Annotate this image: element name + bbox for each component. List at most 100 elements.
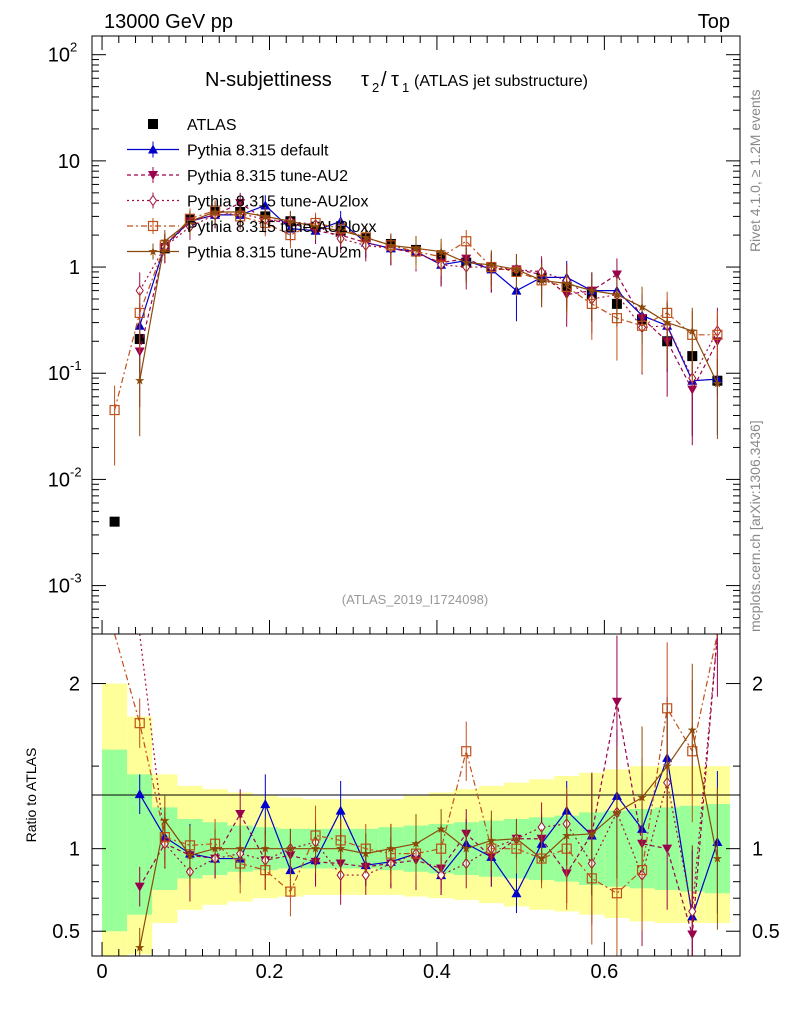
au2m-ratio-point: ★ [461,842,472,856]
main-y-tick-label: 10 [58,151,80,173]
ratio-y-tick-label: 1 [69,839,80,861]
title-tau2: τ [361,69,369,91]
legend: ATLAS Pythia 8.315 default Pythia 8.315 tu… [127,117,376,262]
default-ratio-point [335,805,346,815]
au2m-point: ★ [335,224,346,238]
default-point [260,200,271,210]
au2loxx-point [134,307,145,319]
ratio-axes: 0.5 0.5 1 1 2 2 0 0.2 0.4 0.6 [52,36,780,983]
au2m-point: ★ [310,220,321,234]
au2m-point: ★ [185,214,196,228]
au2m-point: ★ [235,205,246,219]
au2lox-ratio-point [688,905,697,918]
legend-item-au2m: ★ Pythia 8.315 tune-AU2m [127,243,361,262]
au2m-ratio-point: ★ [637,790,648,804]
au2m-ratio-point: ★ [612,805,623,819]
au2m-point: ★ [712,377,723,391]
au2m-ratio-point: ★ [486,833,497,847]
au2m-ratio-point: ★ [687,723,698,737]
au2m-point: ★ [536,273,547,287]
main-y-tick-label: 10 [48,576,70,598]
legend-label: Pythia 8.315 tune-AU2m [187,245,361,262]
au2m-ratio-point: ★ [260,842,271,856]
legend-marker-atlas [148,119,158,129]
legend-item-au2lox: Pythia 8.315 tune-AU2lox [127,192,368,211]
ratio-y-tick-label: 0.5 [52,921,80,943]
plot-title: N-subjettiness τ 2 / τ 1 (ATLAS jet subs… [205,69,588,95]
au2m-point: ★ [486,258,497,272]
au2lox-line [139,212,718,380]
au2loxx-ratio-point [285,886,296,897]
au2loxx-point [712,329,723,340]
au2m-ratio-point: ★ [586,827,597,841]
ratio-series-au2m: ★ ★ ★ ★ ★ ★ ★ ★ ★ ★ ★ ★ ★ ★ ★ ★ ★ ★ ★ ★ ★ ★ ★ ★ [134,663,723,956]
au2m-ratio-line [139,728,718,948]
au2-point [611,270,622,280]
header-left: 13000 GeV pp [104,11,233,33]
default-ratio-point [260,799,271,809]
au2m-ratio-point: ★ [662,759,673,773]
title-slash: / [381,69,387,91]
atlas-point [109,516,120,527]
au2loxx-ratio-point [611,888,623,899]
legend-label: Pythia 8.315 tune-AU2lox [187,194,368,211]
legend-label: Pythia 8.315 default [187,143,329,160]
legend-marker-au2m: ★ [148,245,159,259]
au2m-point: ★ [461,256,472,270]
au2m-point: ★ [134,374,145,388]
main-y-tick-exponent: -1 [70,358,82,373]
main-y-tick-exponent: -2 [70,464,82,479]
au2m-point: ★ [411,241,422,255]
ratio-plot-frame [91,633,741,957]
au2m-ratio-point: ★ [235,842,246,856]
au2m-point: ★ [586,284,597,298]
au2lox-ratio-point [361,869,370,881]
au2m-point: ★ [687,324,698,338]
au2m-ratio-point: ★ [310,842,321,856]
au2-ratio-point [611,697,622,707]
series-au2lox [135,203,722,434]
mcplots-label: mcplots.cern.ch [arXiv:1306.3436] [747,420,763,632]
ratio-series-group: ★ ★ ★ ★ ★ ★ ★ ★ ★ ★ ★ ★ ★ ★ ★ ★ ★ ★ ★ ★ ★ ★ ★ ★ [114,633,723,956]
au2m-ratio-point: ★ [436,822,447,836]
legend-item-atlas: ATLAS [148,117,237,134]
au2m-ratio-point: ★ [386,842,397,856]
legend-marker-au2 [148,171,158,180]
ratio-y-tick-label-right: 1 [752,839,763,861]
au2m-point: ★ [260,209,271,223]
au2m-point: ★ [637,300,648,314]
legend-item-au2loxx: Pythia 8.315 tune-AU2loxx [127,218,376,236]
au2m-point: ★ [386,238,397,252]
au2m-ratio-point: ★ [159,814,170,828]
au2m-point: ★ [612,288,623,302]
au2loxx-point [461,236,472,247]
default-ratio-point [511,888,522,898]
ratio-y-tick-label: 2 [69,674,80,696]
main-y-tick-exponent: 2 [70,40,77,55]
ratio-y-tick-label-right: 2 [752,674,763,696]
title-sub2: 2 [372,80,379,95]
x-tick-label: 0 [96,961,107,983]
au2m-point: ★ [360,230,371,244]
au2m-ratio-point: ★ [335,842,346,856]
au2m-point: ★ [285,214,296,228]
au2m-ratio-point: ★ [511,832,522,846]
default-ratio-point [134,789,145,799]
legend-marker-au2loxx [147,220,159,232]
ratio-ylabel: Ratio to ATLAS [23,748,39,843]
au2loxx-point [109,404,120,416]
main-series-group: ★ ★ ★ ★ ★ ★ ★ ★ ★ ★ ★ ★ ★ ★ ★ ★ ★ ★ ★ ★ ★ ★ ★ ★ [109,192,723,527]
ratio-band-inner [102,749,128,932]
au2m-ratio-point: ★ [411,837,422,851]
au2lox-ratio-line [139,633,718,912]
title-main: N-subjettiness [205,69,332,91]
au2m-ratio-point: ★ [360,847,371,861]
x-tick-label: 0.4 [423,961,451,983]
au2m-point: ★ [436,245,447,259]
legend-label: Pythia 8.315 tune-AU2 [187,168,348,185]
au2m-ratio-point: ★ [561,828,572,842]
au2loxx-ratio-point [134,718,145,729]
main-y-tick-label: 10 [48,45,70,67]
main-y-tick-exponent: -3 [70,571,82,586]
au2-ratio-point [235,809,246,819]
